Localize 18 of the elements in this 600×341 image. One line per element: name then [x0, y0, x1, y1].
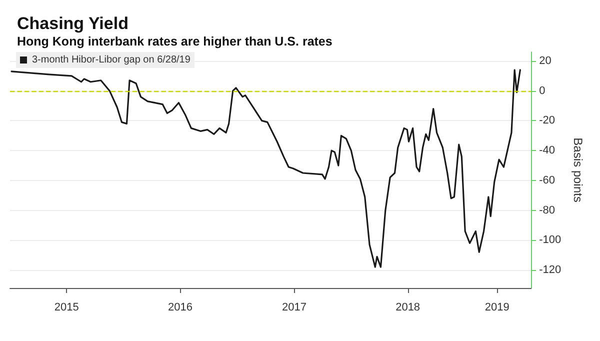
y-tick-label: -80 — [539, 204, 555, 216]
y-tick-label: -60 — [539, 174, 555, 186]
y-tick-label: 20 — [539, 54, 552, 67]
legend-label: 3-month Hibor-Libor gap on 6/28/19 — [32, 54, 191, 66]
x-tick-label: 2017 — [282, 302, 306, 314]
chart-title: Chasing Yield — [17, 14, 128, 33]
line-series — [10, 69, 521, 268]
y-tick-label: 0 — [539, 84, 546, 97]
x-tick-label: 2016 — [168, 302, 193, 314]
y-tick-label: -40 — [539, 144, 555, 157]
y-tick-label: -100 — [539, 234, 562, 246]
y-axis-title: Basis points — [571, 138, 585, 202]
chart-subtitle: Hong Kong interbank rates are higher than U.S. rates — [17, 34, 332, 48]
x-tick-label: 2018 — [396, 302, 420, 314]
y-tick-label: -20 — [539, 114, 555, 127]
y-tick-label: -120 — [539, 264, 562, 276]
x-tick-label: 2015 — [54, 302, 79, 314]
x-tick-label: 2019 — [484, 302, 510, 314]
